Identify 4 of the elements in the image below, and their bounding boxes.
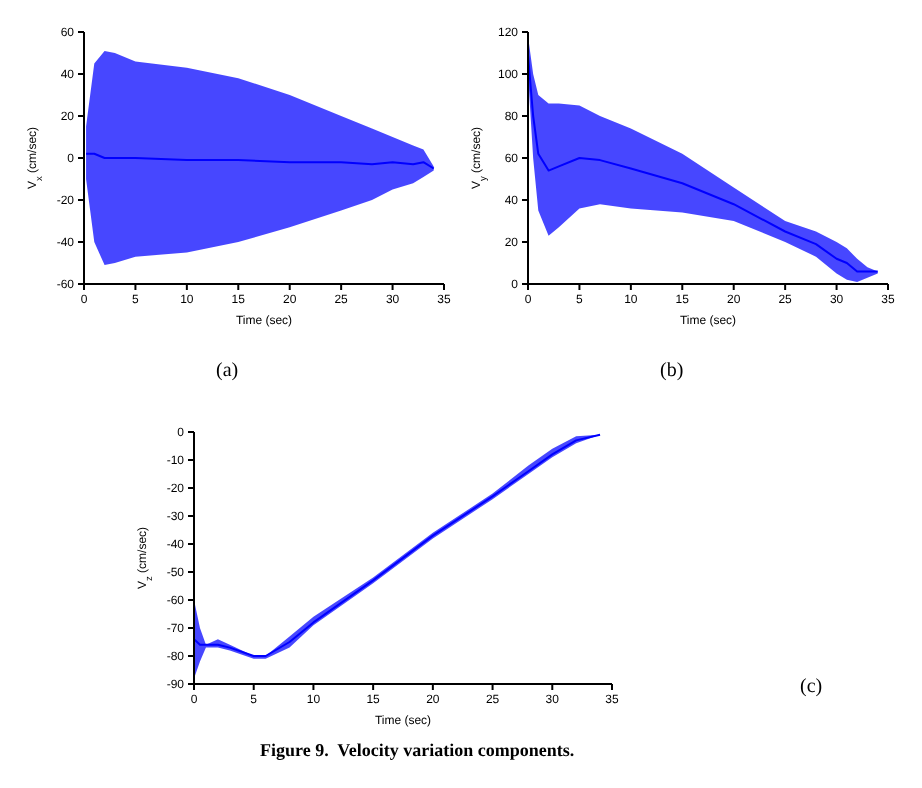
caption: Figure 9. Velocity variation components. [260, 740, 575, 760]
text: (b) [660, 360, 684, 382]
text: (a) [216, 360, 239, 382]
text: (c) [800, 676, 823, 698]
